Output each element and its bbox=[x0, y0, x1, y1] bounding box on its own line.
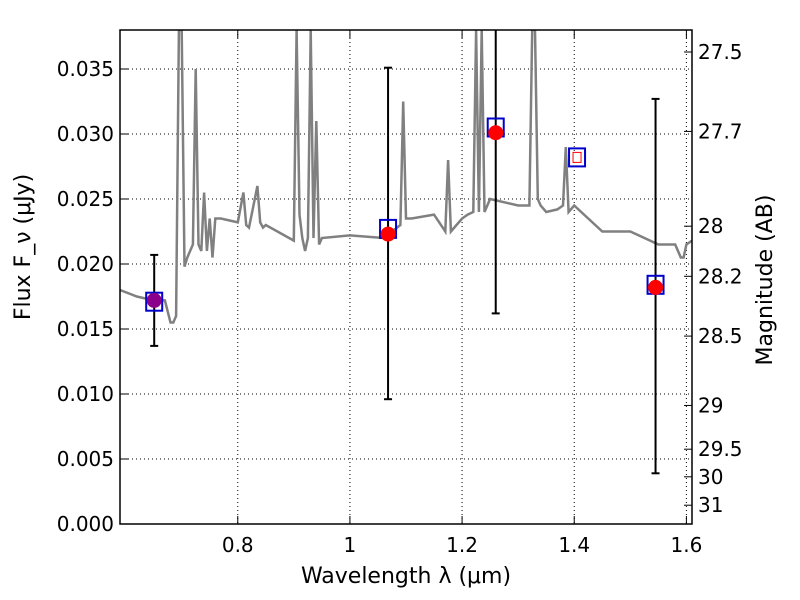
y2-tick-label: 29 bbox=[698, 393, 723, 417]
y2-tick-label: 28.2 bbox=[698, 264, 743, 288]
spectrum-line bbox=[120, 30, 692, 324]
observed-point bbox=[380, 226, 396, 242]
observed-point bbox=[648, 279, 664, 295]
plot-frame bbox=[119, 29, 693, 525]
y2-tick-label: 27.5 bbox=[698, 40, 743, 64]
spectrum-series bbox=[120, 30, 692, 324]
axis-ticks: 0.8 1 1.2 1.4 1.6 0.000 0.005 0.010 0.015 0.020 0.… bbox=[57, 30, 743, 557]
model-box-marker bbox=[145, 291, 164, 312]
empty-marker bbox=[572, 151, 582, 163]
y-tick-label: 0.010 bbox=[57, 382, 114, 406]
y2-tick-label: 30 bbox=[698, 465, 723, 489]
y-tick-label: 0.035 bbox=[57, 57, 114, 81]
observed-point bbox=[488, 125, 504, 141]
y-tick-label: 0.015 bbox=[57, 317, 114, 341]
y-tick-label: 0.030 bbox=[57, 122, 114, 146]
photometry-points bbox=[145, 30, 665, 475]
y2-tick-label: 28 bbox=[698, 214, 723, 238]
x-tick-label: 1.6 bbox=[670, 533, 702, 557]
y2-tick-label: 29.5 bbox=[698, 437, 743, 461]
y2-tick-label: 31 bbox=[698, 493, 723, 517]
y-tick-label: 0.025 bbox=[57, 187, 114, 211]
x-tick-label: 0.8 bbox=[222, 533, 254, 557]
grid bbox=[120, 30, 692, 524]
x-axis-label: Wavelength λ (μm) bbox=[301, 564, 511, 589]
y-tick-label: 0.000 bbox=[57, 512, 114, 536]
x-tick-label: 1.4 bbox=[558, 533, 590, 557]
y-tick-label: 0.020 bbox=[57, 252, 114, 276]
y2-tick-label: 27.7 bbox=[698, 119, 743, 143]
x-tick-label: 1 bbox=[344, 533, 357, 557]
observed-point bbox=[146, 292, 162, 308]
y-axis-label: Flux F_ν (μJy) bbox=[11, 174, 36, 320]
model-box-marker bbox=[568, 147, 587, 168]
y2-axis-label: Magnitude (AB) bbox=[753, 195, 778, 366]
y2-tick-label: 28.5 bbox=[698, 324, 743, 348]
x-tick-label: 1.2 bbox=[446, 533, 478, 557]
y-tick-label: 0.005 bbox=[57, 447, 114, 471]
